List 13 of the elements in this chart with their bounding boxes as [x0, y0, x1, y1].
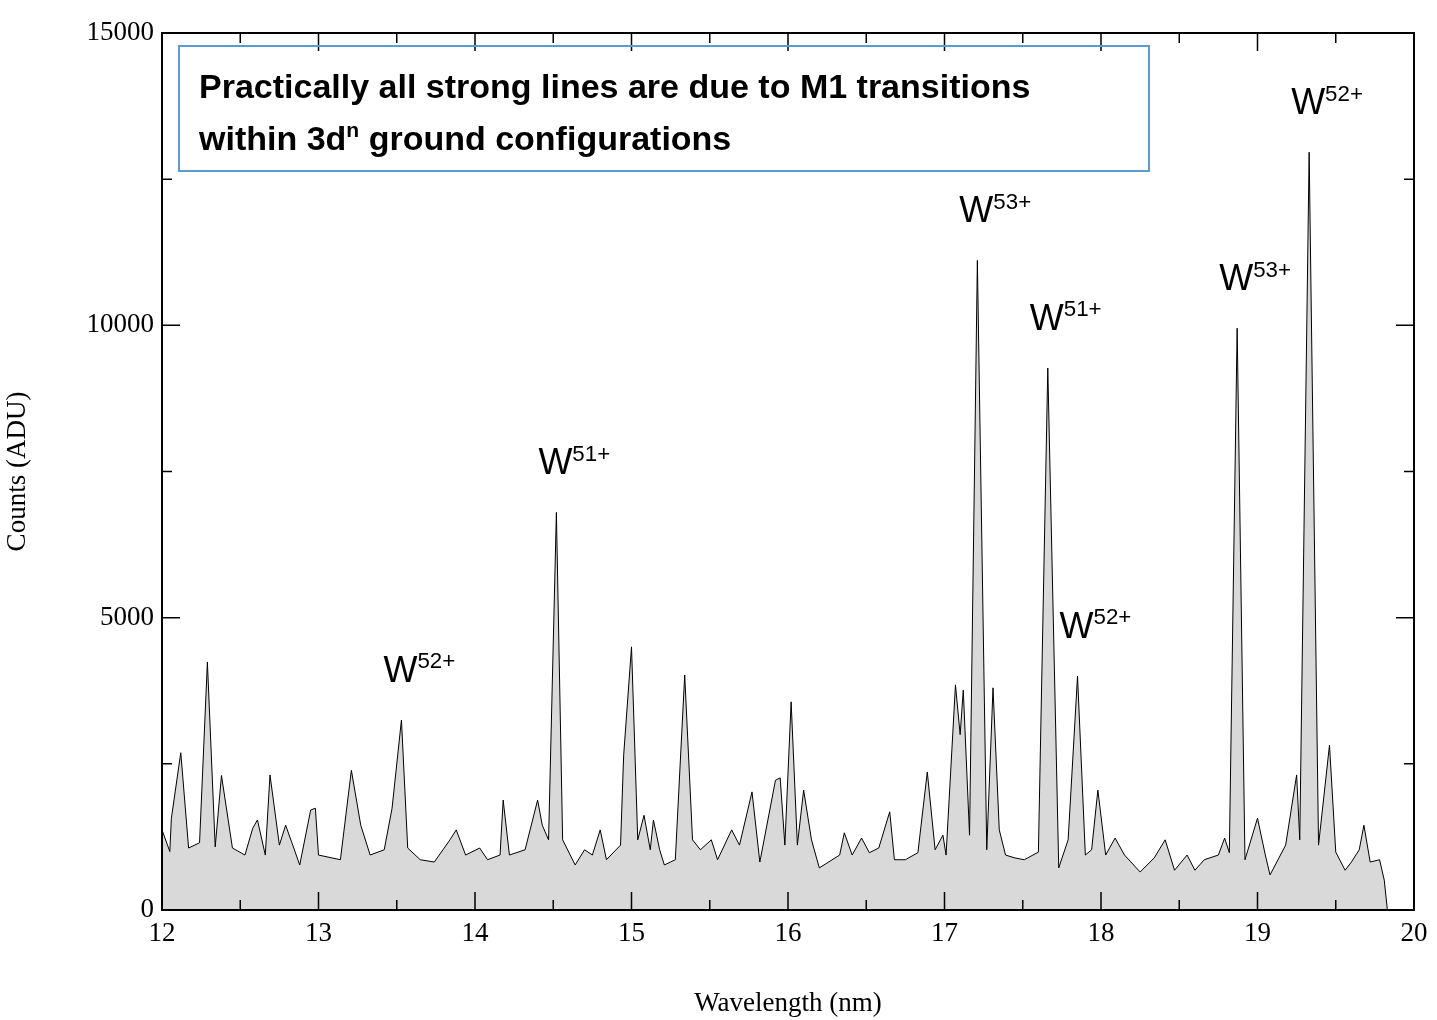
- x-tick-label: 13: [305, 917, 332, 948]
- y-tick-label: 15000: [86, 16, 154, 47]
- y-tick-label: 10000: [86, 308, 154, 339]
- x-tick-label: 19: [1244, 917, 1271, 948]
- x-tick-label: 14: [461, 917, 489, 948]
- y-axis-title: Counts (ADU): [1, 391, 32, 552]
- x-axis-title: Wavelength (nm): [694, 986, 882, 1017]
- x-tick-label: 20: [1400, 917, 1428, 948]
- x-tick-label: 17: [931, 917, 958, 948]
- y-tick-label: 5000: [100, 600, 154, 631]
- x-tick-label: 15: [618, 917, 645, 948]
- x-tick-label: 18: [1087, 917, 1115, 948]
- x-tick-label: 16: [774, 917, 802, 948]
